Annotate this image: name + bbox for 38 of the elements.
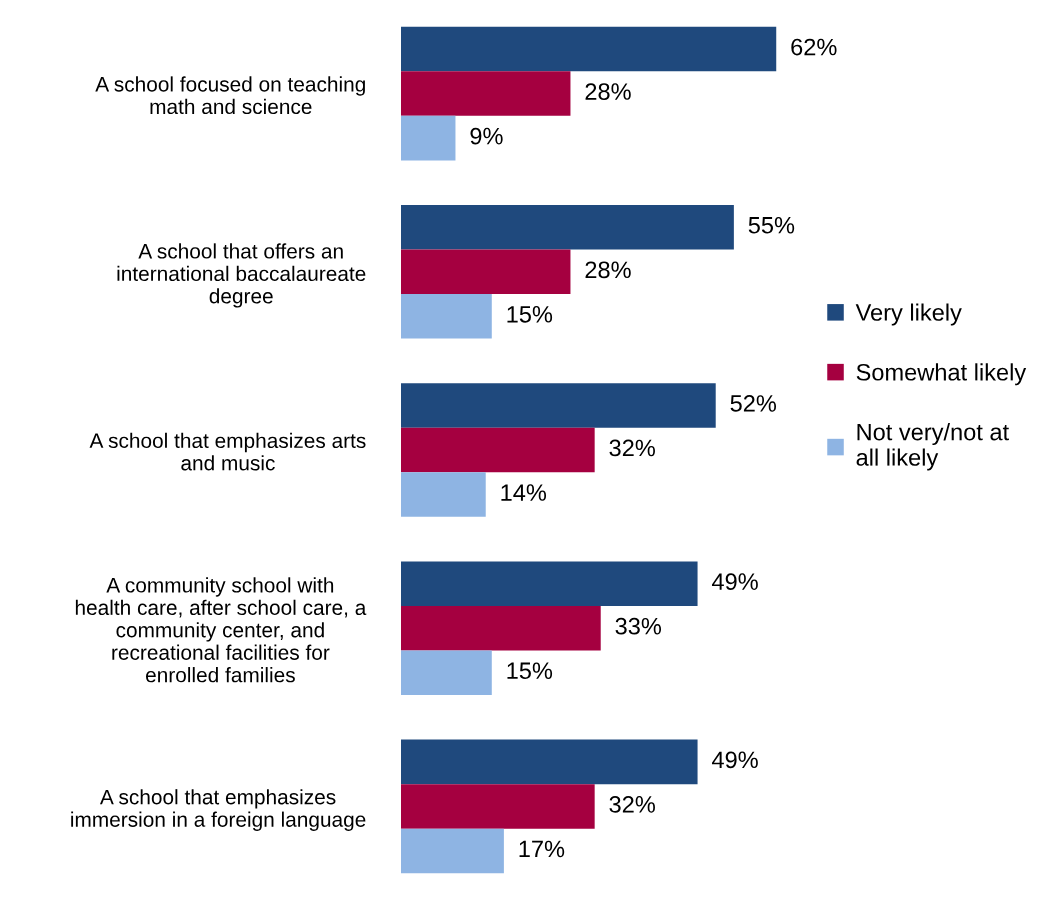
- data-label: 28%: [585, 83, 631, 100]
- bar: [401, 294, 492, 339]
- y-tick-label: A school that emphasizes arts and music: [89, 432, 366, 471]
- data-label: 52%: [730, 395, 777, 412]
- bar: [401, 472, 486, 517]
- data-label: 15%: [507, 662, 553, 680]
- bar: [401, 784, 595, 829]
- data-label: 14%: [501, 484, 547, 501]
- data-label: 62%: [791, 38, 837, 56]
- legend-label: Very likely: [855, 303, 962, 326]
- data-label: 33%: [615, 617, 662, 635]
- bar: [401, 26, 777, 72]
- bar: [401, 383, 716, 428]
- bar: [401, 115, 456, 161]
- y-tick-label: A community school with health care, after school care, a community center, and recreational facilities for enrolled families: [75, 577, 367, 683]
- data-label: 9%: [470, 127, 503, 145]
- data-label: 15%: [507, 306, 553, 323]
- bar: [401, 204, 734, 250]
- bar: [401, 650, 492, 696]
- bar: [401, 739, 698, 785]
- bar: [401, 71, 571, 116]
- data-label: 28%: [585, 261, 631, 279]
- data-label: 32%: [609, 796, 655, 813]
- data-label: 32%: [609, 439, 655, 457]
- y-tick-label: A school focused on teaching math and science: [95, 76, 365, 115]
- legend-label: Not very/not at all likely: [856, 423, 1009, 471]
- legend-label: Somewhat likely: [856, 363, 1027, 386]
- y-tick-label: A school that offers an international baccalaureate degree: [117, 243, 366, 308]
- data-label: 17%: [519, 840, 565, 858]
- bar: [401, 427, 595, 473]
- data-label: 55%: [748, 216, 795, 234]
- y-tick-label: A school that emphasizes immersion in a foreign language: [71, 789, 366, 831]
- bar: [401, 249, 571, 295]
- data-label: 49%: [711, 573, 758, 590]
- bar: [401, 828, 504, 874]
- bar: [401, 605, 601, 651]
- data-label: 49%: [711, 751, 758, 769]
- bar: [401, 561, 698, 606]
